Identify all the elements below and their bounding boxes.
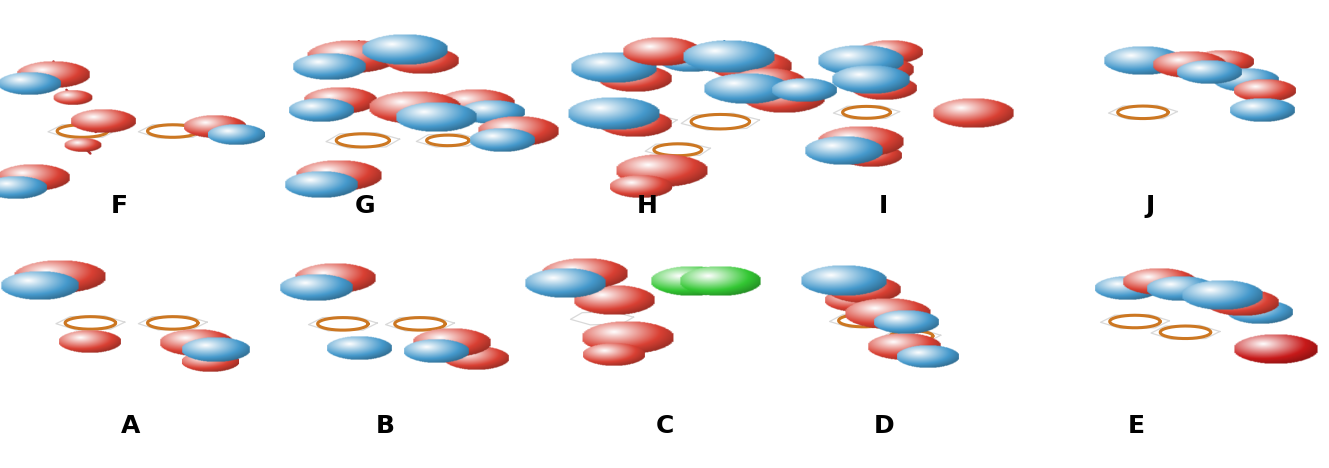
Text: I: I xyxy=(880,194,888,218)
Text: E: E xyxy=(1128,414,1144,438)
Text: D: D xyxy=(873,414,894,438)
Text: A: A xyxy=(121,414,140,438)
Text: H: H xyxy=(637,194,658,218)
Text: F: F xyxy=(112,194,128,218)
Text: B: B xyxy=(376,414,395,438)
Text: C: C xyxy=(655,414,674,438)
Text: J: J xyxy=(1146,194,1154,218)
Text: G: G xyxy=(355,194,376,218)
